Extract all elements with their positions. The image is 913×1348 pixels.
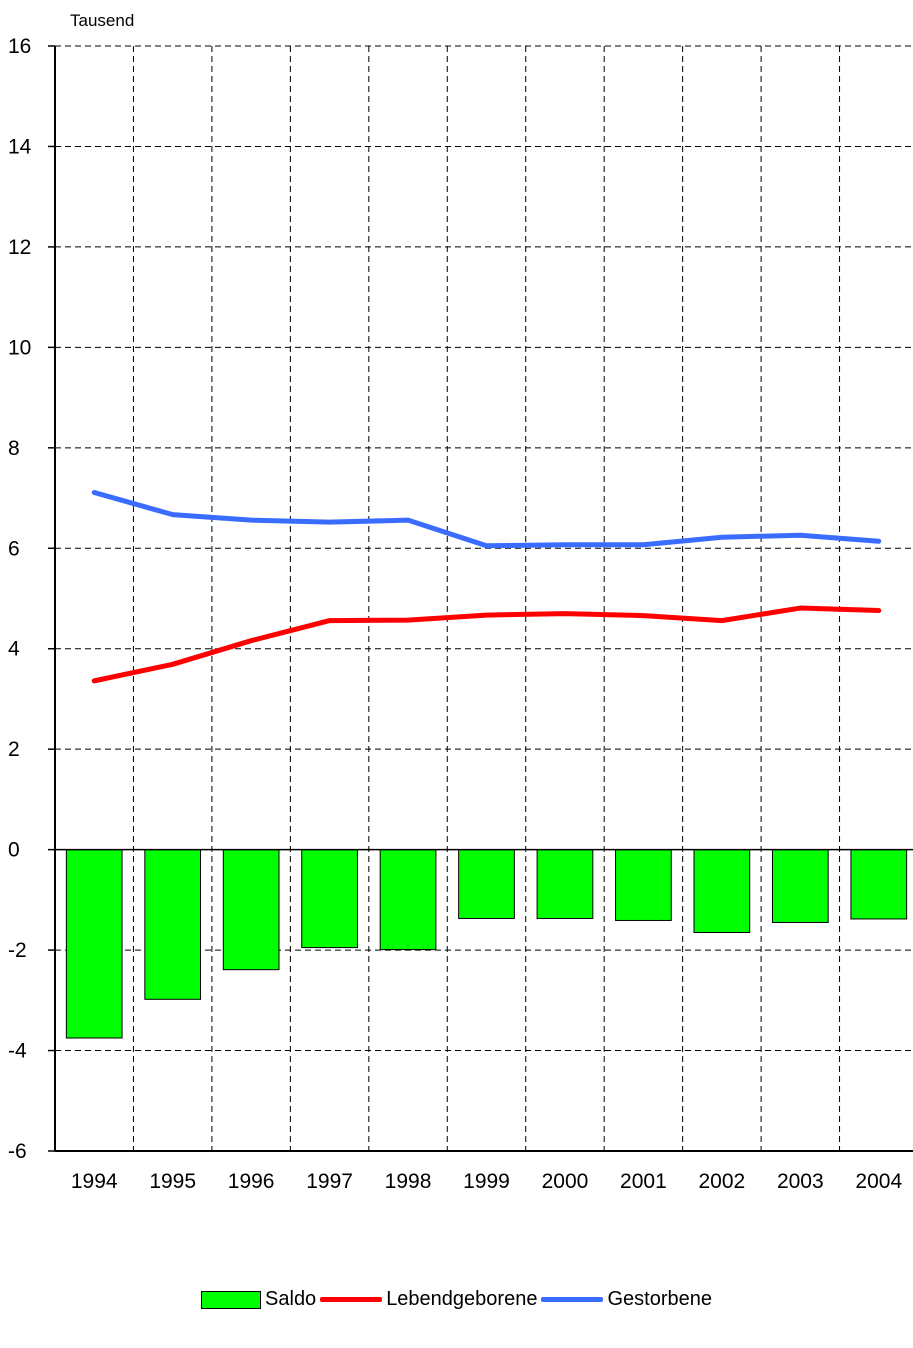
x-tick-label: 1995 [149, 1170, 196, 1193]
bar-saldo [693, 849, 751, 934]
x-tick-label: 2000 [542, 1170, 589, 1193]
x-tick-label: 1996 [228, 1170, 275, 1193]
legend-swatch-gestorbene [541, 1297, 604, 1302]
bar-saldo [144, 849, 202, 1000]
y-tick-label: 0 [8, 839, 20, 862]
x-tick-label: 2004 [855, 1170, 902, 1193]
y-tick-label: 8 [8, 437, 20, 460]
x-tick-label: 2002 [699, 1170, 746, 1193]
legend-swatch-lebendgeborene [320, 1297, 383, 1302]
bar-saldo [536, 849, 594, 919]
legend-item-lebendgeborene: Lebendgeborene [320, 1288, 537, 1311]
y-tick-label: 6 [8, 537, 20, 560]
y-axis-unit-label: Tausend [70, 11, 134, 30]
legend-label-saldo: Saldo [265, 1288, 317, 1310]
y-tick-label: 2 [8, 738, 20, 761]
y-tick-label: 4 [8, 638, 20, 661]
grid [55, 45, 913, 1151]
y-tick-label: 12 [8, 236, 31, 259]
y-tick-label: -4 [8, 1040, 27, 1063]
x-tick-label: 1999 [463, 1170, 510, 1193]
bar-saldo [850, 849, 908, 920]
bar-saldo [771, 849, 829, 923]
bar-saldo [379, 849, 437, 951]
legend: Saldo Lebendgeborene Gestorbene [0, 1288, 913, 1311]
legend-label-gestorbene: Gestorbene [607, 1288, 712, 1310]
bar-saldo [65, 849, 123, 1039]
line-gestorbene [91, 490, 882, 549]
bar-saldo [222, 849, 280, 971]
line-series [91, 490, 882, 684]
y-tick-label: 10 [8, 336, 31, 359]
x-tick-label: 1998 [385, 1170, 432, 1193]
y-tick-label: 16 [8, 35, 31, 58]
x-tick-label: 1994 [71, 1170, 118, 1193]
bar-saldo [301, 849, 358, 949]
line-lebendgeborene [91, 605, 882, 684]
y-tick-label: -2 [8, 939, 27, 962]
y-tick-label: 14 [8, 135, 32, 158]
x-tick-label: 2001 [620, 1170, 667, 1193]
y-tick-label: -6 [8, 1140, 27, 1163]
bar-series-saldo [65, 849, 908, 1039]
legend-label-lebendgeborene: Lebendgeborene [386, 1288, 538, 1310]
axes: -6 -4 -2 0 2 4 6 8 10 12 14 16 1994 1995 1996 1997 1998 1… [8, 35, 913, 1193]
legend-item-saldo: Saldo [201, 1288, 316, 1311]
bar-saldo [615, 849, 672, 921]
x-tick-label: 2003 [777, 1170, 824, 1193]
legend-swatch-saldo [201, 1290, 262, 1309]
x-tick-label: 1997 [306, 1170, 353, 1193]
legend-item-gestorbene: Gestorbene [541, 1288, 712, 1311]
bar-saldo [458, 849, 515, 919]
